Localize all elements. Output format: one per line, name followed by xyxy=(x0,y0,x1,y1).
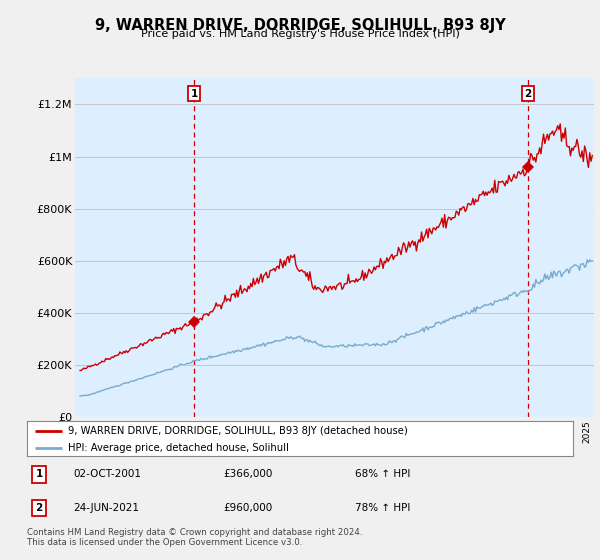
Text: Contains HM Land Registry data © Crown copyright and database right 2024.
This d: Contains HM Land Registry data © Crown c… xyxy=(27,528,362,547)
Text: 02-OCT-2001: 02-OCT-2001 xyxy=(73,469,142,479)
Text: 24-JUN-2021: 24-JUN-2021 xyxy=(73,503,139,513)
Text: 1: 1 xyxy=(191,88,198,99)
Text: 1: 1 xyxy=(35,469,43,479)
Text: HPI: Average price, detached house, Solihull: HPI: Average price, detached house, Soli… xyxy=(68,442,289,452)
Text: 9, WARREN DRIVE, DORRIDGE, SOLIHULL, B93 8JY (detached house): 9, WARREN DRIVE, DORRIDGE, SOLIHULL, B93… xyxy=(68,426,408,436)
Text: 2: 2 xyxy=(35,503,43,513)
Text: 78% ↑ HPI: 78% ↑ HPI xyxy=(355,503,410,513)
Text: 9, WARREN DRIVE, DORRIDGE, SOLIHULL, B93 8JY: 9, WARREN DRIVE, DORRIDGE, SOLIHULL, B93… xyxy=(95,18,505,33)
Text: £960,000: £960,000 xyxy=(224,503,273,513)
Text: 68% ↑ HPI: 68% ↑ HPI xyxy=(355,469,410,479)
Text: Price paid vs. HM Land Registry's House Price Index (HPI): Price paid vs. HM Land Registry's House … xyxy=(140,29,460,39)
Text: £366,000: £366,000 xyxy=(224,469,273,479)
Text: 2: 2 xyxy=(524,88,532,99)
